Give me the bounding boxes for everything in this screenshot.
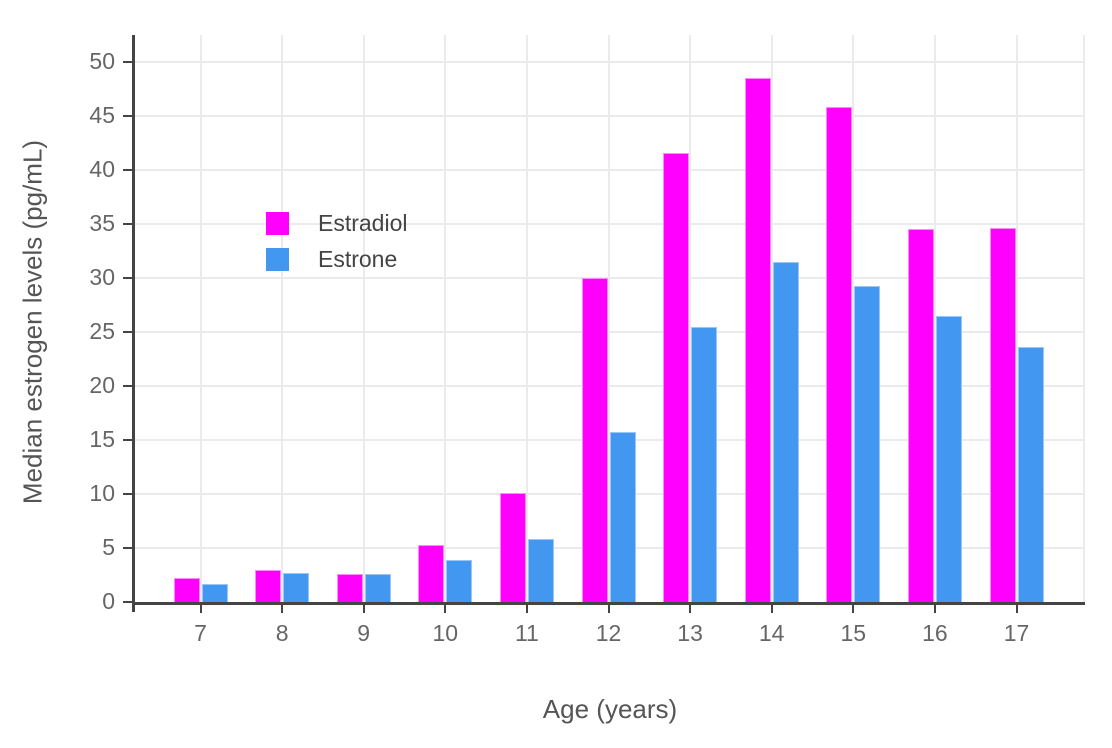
bar-estrone-age-13 — [691, 327, 718, 602]
x-tick-mark — [444, 605, 447, 613]
x-tick-mark — [199, 605, 202, 613]
legend-swatch-estradiol — [266, 212, 289, 235]
bar-estrone-age-12 — [609, 432, 636, 602]
legend-item-estradiol[interactable]: Estradiol — [266, 212, 407, 235]
y-axis-line — [132, 35, 135, 612]
bar-estradiol-age-13 — [663, 153, 690, 602]
bar-estrone-age-9 — [364, 574, 391, 602]
y-tick-label: 45 — [89, 102, 115, 128]
x-tick-label: 17 — [1003, 620, 1030, 646]
gridline-vertical — [607, 35, 610, 602]
y-tick-mark — [123, 547, 132, 549]
x-tick-label: 13 — [677, 620, 703, 646]
bar-estrone-age-11 — [527, 539, 554, 602]
gridline-horizontal — [135, 385, 1085, 387]
y-tick-label: 50 — [89, 48, 115, 74]
y-tick-mark — [123, 223, 132, 225]
bar-estrone-age-16 — [935, 316, 962, 602]
gridline-horizontal — [135, 331, 1085, 333]
y-tick-mark — [123, 277, 132, 279]
y-tick-label: 25 — [89, 318, 115, 344]
bar-estrone-age-8 — [283, 573, 310, 602]
x-tick-mark — [281, 605, 284, 613]
bar-estrone-age-7 — [201, 584, 228, 602]
gridline-vertical — [689, 35, 692, 602]
bar-estradiol-age-10 — [418, 545, 445, 602]
bar-estrone-age-15 — [854, 286, 881, 602]
y-tick-label: 20 — [89, 372, 115, 398]
bar-estrone-age-10 — [446, 560, 473, 602]
x-tick-label: 10 — [432, 620, 459, 646]
legend-swatch-estrone — [266, 248, 289, 271]
x-tick-label: 8 — [275, 620, 289, 646]
legend-label: Estradiol — [318, 210, 408, 236]
legend-label: Estrone — [318, 246, 398, 272]
x-tick-mark — [1015, 605, 1018, 613]
bar-estradiol-age-14 — [744, 78, 771, 602]
x-tick-label: 7 — [194, 620, 207, 646]
y-tick-mark — [123, 331, 132, 333]
y-tick-mark — [123, 493, 132, 495]
bar-estradiol-age-16 — [907, 229, 934, 602]
y-tick-label: 5 — [102, 534, 115, 560]
gridline-vertical — [362, 35, 365, 602]
x-tick-label: 9 — [357, 620, 371, 646]
x-tick-mark — [607, 605, 610, 613]
x-tick-mark — [525, 605, 528, 613]
gridline-vertical — [770, 35, 773, 602]
legend-item-estrone[interactable]: Estrone — [266, 248, 407, 271]
y-axis-title: Median estrogen levels (pg/mL) — [17, 139, 48, 505]
bar-estradiol-age-11 — [499, 493, 526, 602]
y-tick-mark — [123, 439, 132, 441]
y-tick-mark — [123, 61, 132, 63]
gridline-horizontal — [135, 115, 1085, 117]
gridline-vertical — [852, 35, 855, 602]
x-tick-mark — [689, 605, 692, 613]
bar-estradiol-age-8 — [255, 570, 282, 602]
x-tick-label: 12 — [595, 620, 622, 646]
x-tick-mark — [933, 605, 936, 613]
gridline-vertical — [199, 35, 202, 602]
y-tick-mark — [123, 169, 132, 171]
bar-estradiol-age-15 — [826, 107, 853, 602]
x-tick-label: 16 — [922, 620, 948, 646]
bar-estrone-age-17 — [1017, 347, 1044, 602]
x-tick-label: 11 — [514, 620, 539, 646]
gridline-horizontal — [135, 61, 1085, 63]
gridline-vertical — [1015, 35, 1018, 602]
bar-estradiol-age-12 — [581, 278, 608, 602]
x-axis-title: Age (years) — [542, 694, 678, 724]
bar-estrone-age-14 — [772, 262, 799, 602]
gridline-vertical — [525, 35, 528, 602]
gridline-horizontal — [135, 169, 1085, 171]
gridline-vertical — [281, 35, 284, 602]
x-axis-line — [132, 602, 1085, 605]
gridline-horizontal — [135, 223, 1085, 225]
gridline-vertical — [444, 35, 447, 602]
y-tick-label: 15 — [89, 426, 115, 452]
y-tick-mark — [123, 385, 132, 387]
y-tick-label: 0 — [102, 588, 115, 614]
gridline-horizontal — [135, 277, 1085, 279]
x-tick-label: 14 — [758, 620, 785, 646]
y-tick-mark — [123, 115, 132, 117]
x-tick-mark — [362, 605, 365, 613]
plot-area: 0 5 10 15 20 25 30 35 40 45 50 7 8 9 10 11 12 13 14 15 16 17 — [89, 35, 1085, 646]
bar-estradiol-age-17 — [989, 228, 1016, 602]
gridline-vertical — [933, 35, 936, 602]
gridline-vertical — [1083, 35, 1085, 602]
y-tick-label: 30 — [89, 264, 115, 290]
y-tick-label: 40 — [89, 156, 115, 182]
y-tick-label: 10 — [89, 480, 115, 506]
bar-estradiol-age-7 — [173, 578, 200, 602]
y-tick-label: 35 — [89, 210, 115, 236]
bar-estradiol-age-9 — [336, 574, 363, 602]
legend: Estradiol Estrone — [266, 212, 407, 284]
x-tick-mark — [770, 605, 773, 613]
x-tick-label: 15 — [840, 620, 867, 646]
y-tick-mark — [123, 601, 132, 603]
x-tick-mark — [852, 605, 855, 613]
